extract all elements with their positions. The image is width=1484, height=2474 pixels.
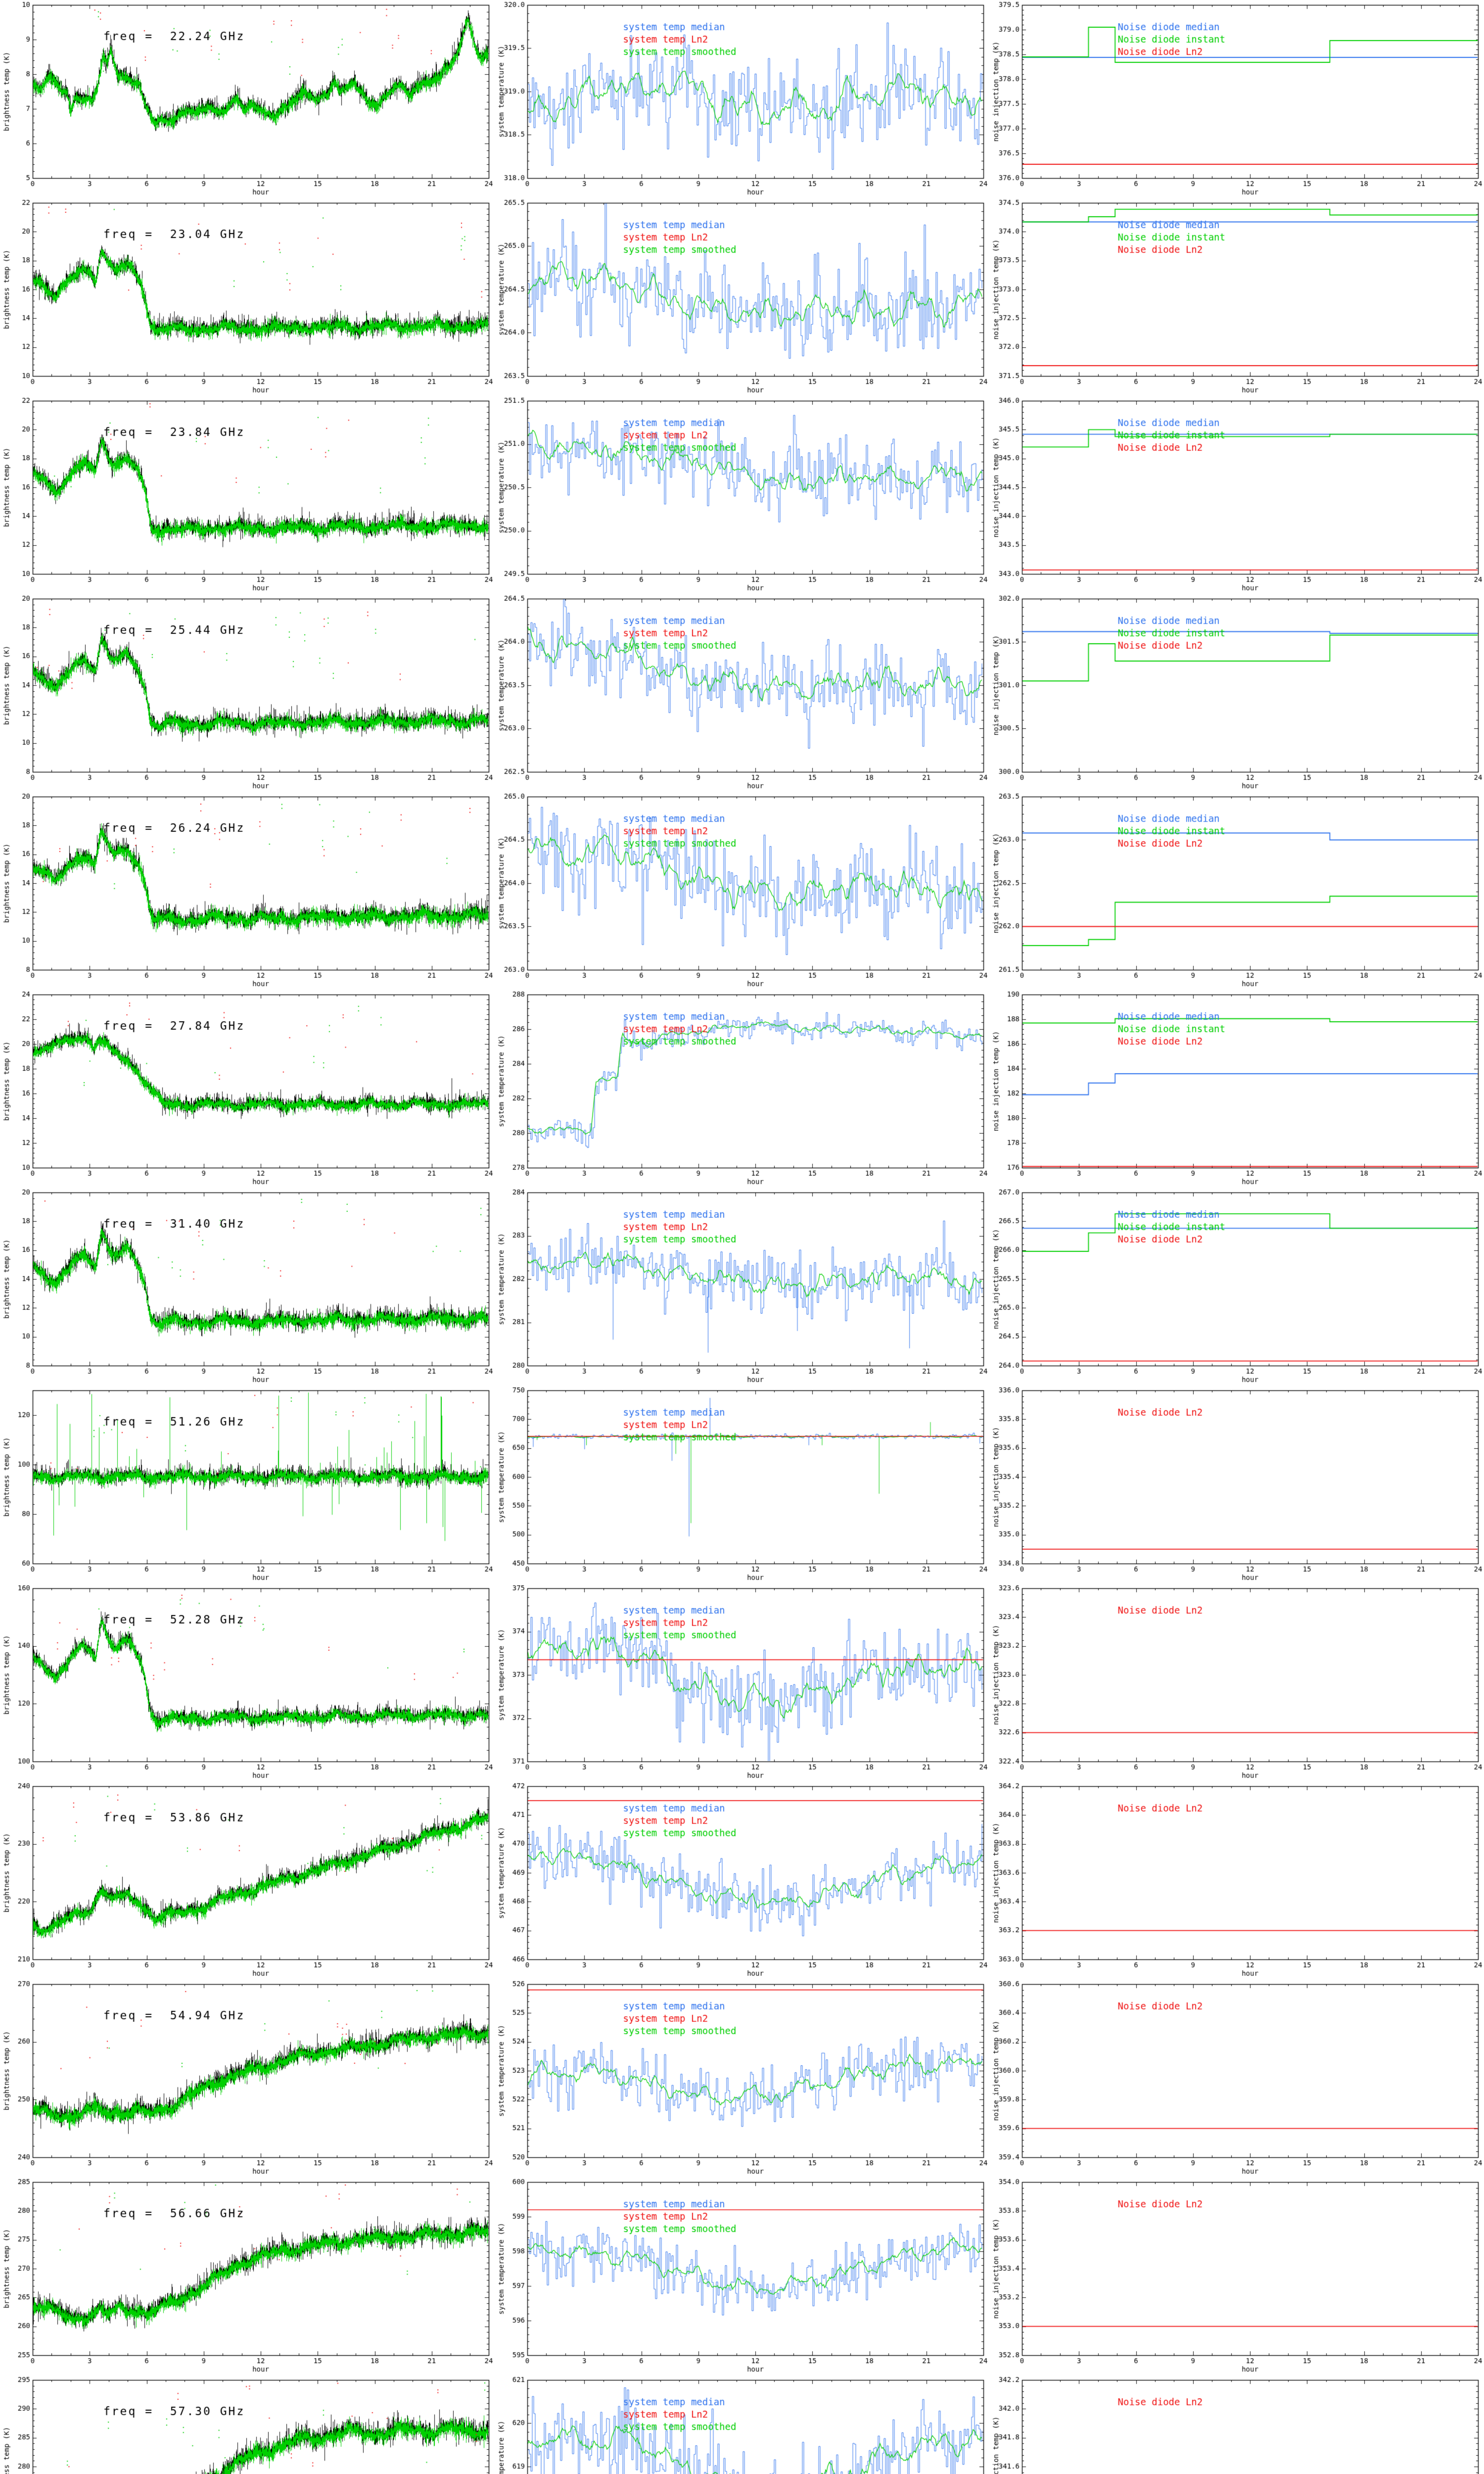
plot-cell-noise-diode-23.04-ghz [989, 198, 1484, 396]
plot-cell-system-temp-23.84-ghz [495, 396, 989, 594]
plot-canvas-system-temp-51.26-ghz [495, 1385, 989, 1583]
plot-canvas-noise-diode-51.26-ghz [989, 1385, 1484, 1583]
plot-cell-system-temp-23.04-ghz [495, 198, 989, 396]
plot-cell-system-temp-57.30-ghz [495, 2375, 989, 2474]
plot-cell-brightness-temp-27.84-ghz [0, 990, 495, 1188]
plot-canvas-brightness-temp-52.28-ghz [0, 1583, 495, 1781]
plot-cell-noise-diode-53.86-ghz [989, 1781, 1484, 1979]
plot-canvas-system-temp-31.40-ghz [495, 1188, 989, 1385]
plot-cell-system-temp-51.26-ghz [495, 1385, 989, 1583]
plot-canvas-brightness-temp-51.26-ghz [0, 1385, 495, 1583]
plot-row-53.86-ghz [0, 1781, 1484, 1979]
plot-cell-system-temp-27.84-ghz [495, 990, 989, 1188]
plot-row-31.40-ghz [0, 1188, 1484, 1385]
plot-cell-brightness-temp-26.24-ghz [0, 792, 495, 990]
plot-canvas-noise-diode-54.94-ghz [989, 1979, 1484, 2177]
plot-canvas-noise-diode-31.40-ghz [989, 1188, 1484, 1385]
plot-canvas-noise-diode-23.84-ghz [989, 396, 1484, 594]
plot-canvas-system-temp-56.66-ghz [495, 2177, 989, 2375]
plot-cell-noise-diode-56.66-ghz [989, 2177, 1484, 2375]
plot-canvas-brightness-temp-31.40-ghz [0, 1188, 495, 1385]
plot-canvas-brightness-temp-57.30-ghz [0, 2375, 495, 2474]
plot-cell-noise-diode-27.84-ghz [989, 990, 1484, 1188]
plot-row-23.84-ghz [0, 396, 1484, 594]
plot-row-27.84-ghz [0, 990, 1484, 1188]
plot-cell-brightness-temp-25.44-ghz [0, 594, 495, 792]
plot-cell-brightness-temp-23.04-ghz [0, 198, 495, 396]
plot-canvas-noise-diode-53.86-ghz [989, 1781, 1484, 1979]
plot-canvas-brightness-temp-56.66-ghz [0, 2177, 495, 2375]
plot-cell-system-temp-56.66-ghz [495, 2177, 989, 2375]
plot-cell-system-temp-52.28-ghz [495, 1583, 989, 1781]
plot-cell-system-temp-22.24-ghz [495, 0, 989, 198]
plot-canvas-noise-diode-25.44-ghz [989, 594, 1484, 792]
plot-row-56.66-ghz [0, 2177, 1484, 2375]
plot-row-25.44-ghz [0, 594, 1484, 792]
plot-cell-noise-diode-31.40-ghz [989, 1188, 1484, 1385]
plot-cell-brightness-temp-31.40-ghz [0, 1188, 495, 1385]
plot-row-57.30-ghz [0, 2375, 1484, 2474]
plot-canvas-noise-diode-57.30-ghz [989, 2375, 1484, 2474]
plot-canvas-brightness-temp-26.24-ghz [0, 792, 495, 990]
plot-canvas-system-temp-53.86-ghz [495, 1781, 989, 1979]
plot-canvas-noise-diode-26.24-ghz [989, 792, 1484, 990]
plot-canvas-brightness-temp-23.84-ghz [0, 396, 495, 594]
plot-cell-system-temp-26.24-ghz [495, 792, 989, 990]
plot-canvas-system-temp-23.04-ghz [495, 198, 989, 396]
plot-cell-noise-diode-26.24-ghz [989, 792, 1484, 990]
plot-canvas-system-temp-22.24-ghz [495, 0, 989, 198]
plot-cell-noise-diode-23.84-ghz [989, 396, 1484, 594]
plot-canvas-system-temp-25.44-ghz [495, 594, 989, 792]
plot-row-54.94-ghz [0, 1979, 1484, 2177]
plot-cell-noise-diode-57.30-ghz [989, 2375, 1484, 2474]
plot-canvas-system-temp-57.30-ghz [495, 2375, 989, 2474]
plot-canvas-brightness-temp-22.24-ghz [0, 0, 495, 198]
plot-cell-brightness-temp-57.30-ghz [0, 2375, 495, 2474]
plot-canvas-noise-diode-22.24-ghz [989, 0, 1484, 198]
plot-cell-brightness-temp-51.26-ghz [0, 1385, 495, 1583]
plot-cell-noise-diode-52.28-ghz [989, 1583, 1484, 1781]
plot-canvas-brightness-temp-53.86-ghz [0, 1781, 495, 1979]
plot-canvas-brightness-temp-23.04-ghz [0, 198, 495, 396]
plot-cell-brightness-temp-54.94-ghz [0, 1979, 495, 2177]
plot-cell-brightness-temp-52.28-ghz [0, 1583, 495, 1781]
plot-cell-brightness-temp-53.86-ghz [0, 1781, 495, 1979]
plot-row-23.04-ghz [0, 198, 1484, 396]
plot-cell-system-temp-53.86-ghz [495, 1781, 989, 1979]
plot-row-51.26-ghz [0, 1385, 1484, 1583]
plot-canvas-system-temp-23.84-ghz [495, 396, 989, 594]
plot-row-52.28-ghz [0, 1583, 1484, 1781]
plot-canvas-noise-diode-23.04-ghz [989, 198, 1484, 396]
plot-canvas-system-temp-54.94-ghz [495, 1979, 989, 2177]
plot-canvas-brightness-temp-27.84-ghz [0, 990, 495, 1188]
plot-cell-brightness-temp-22.24-ghz [0, 0, 495, 198]
plot-canvas-noise-diode-52.28-ghz [989, 1583, 1484, 1781]
plot-canvas-noise-diode-56.66-ghz [989, 2177, 1484, 2375]
plot-canvas-noise-diode-27.84-ghz [989, 990, 1484, 1188]
plot-cell-system-temp-25.44-ghz [495, 594, 989, 792]
plot-cell-brightness-temp-23.84-ghz [0, 396, 495, 594]
plot-cell-system-temp-54.94-ghz [495, 1979, 989, 2177]
plot-row-22.24-ghz [0, 0, 1484, 198]
plot-cell-system-temp-31.40-ghz [495, 1188, 989, 1385]
plot-cell-brightness-temp-56.66-ghz [0, 2177, 495, 2375]
plot-canvas-brightness-temp-54.94-ghz [0, 1979, 495, 2177]
plot-canvas-system-temp-52.28-ghz [495, 1583, 989, 1781]
plot-cell-noise-diode-54.94-ghz [989, 1979, 1484, 2177]
plot-row-26.24-ghz [0, 792, 1484, 990]
plot-canvas-brightness-temp-25.44-ghz [0, 594, 495, 792]
plot-cell-noise-diode-25.44-ghz [989, 594, 1484, 792]
plot-cell-noise-diode-51.26-ghz [989, 1385, 1484, 1583]
plot-canvas-system-temp-27.84-ghz [495, 990, 989, 1188]
plot-cell-noise-diode-22.24-ghz [989, 0, 1484, 198]
plot-canvas-system-temp-26.24-ghz [495, 792, 989, 990]
